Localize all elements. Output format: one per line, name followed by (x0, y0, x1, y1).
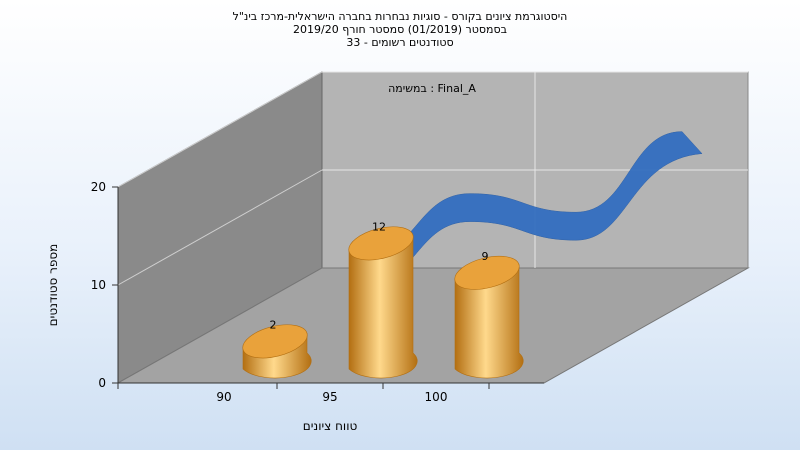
chart-subtitle-semester: בסמסטר (01/2019) סמסטר חורף 2019/20 (293, 23, 507, 36)
bar: 2 (242, 318, 312, 379)
bar-body (348, 235, 418, 379)
bar-top (348, 226, 414, 261)
bar-top (242, 324, 308, 359)
y-axis-title: מספר סטודנטים (46, 244, 60, 327)
line-series (363, 131, 703, 284)
x-axis-ticks: 90 95 100 (117, 383, 490, 404)
bar-top (454, 255, 520, 290)
y-tick-label: 0 (98, 376, 106, 390)
bar-value-label: 12 (372, 220, 386, 233)
bar-body (454, 264, 524, 379)
x-axis-title: טווח ציונים (303, 419, 358, 433)
bar-value-label: 9 (482, 250, 489, 263)
y-axis-ticks: 0 10 20 (91, 180, 118, 390)
line-series-ribbon (363, 131, 703, 284)
chart-gridlines (117, 71, 748, 286)
y-tick-label: 20 (91, 180, 106, 194)
chart-title-block: היסטוגרמת ציונים בקורס - סוגיות נבחרות ב… (0, 10, 800, 49)
x-tick-label: 95 (322, 390, 337, 404)
bar-series: 2 12 9 (242, 220, 524, 379)
bar: 9 (454, 250, 524, 379)
legend-text: Final_A : במשימה (388, 82, 476, 95)
chart-title: היסטוגרמת ציונים בקורס - סוגיות נבחרות ב… (232, 10, 568, 23)
y-tick-label: 10 (91, 278, 106, 292)
bar-value-label: 2 (270, 318, 277, 331)
gridline-side (117, 71, 323, 188)
bar: 12 (348, 220, 418, 379)
chart-subtitle-students: סטודנטים רשומים - 33 (346, 36, 454, 49)
gridline-side (117, 169, 323, 286)
x-tick-label: 100 (425, 390, 448, 404)
x-tick-label: 90 (216, 390, 231, 404)
